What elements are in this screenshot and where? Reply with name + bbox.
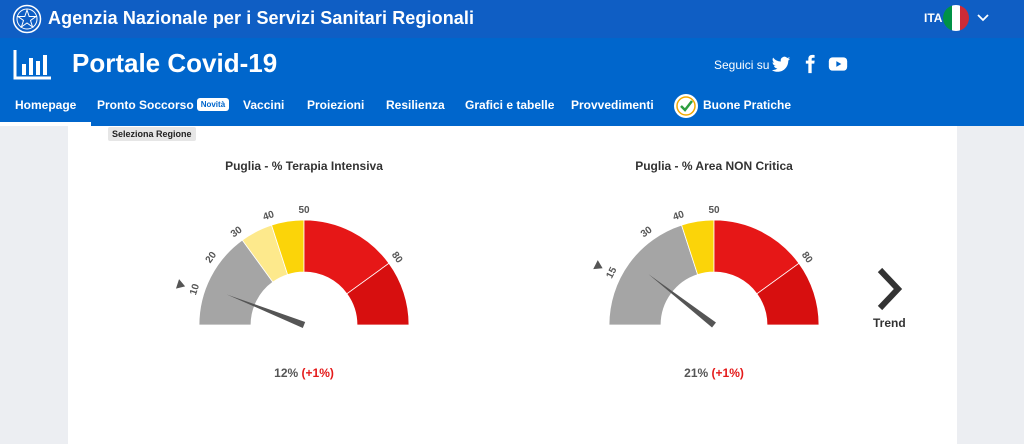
- bar-chart-logo-icon[interactable]: [13, 48, 53, 80]
- gauge-value: 21%: [684, 366, 709, 380]
- gauge-tick-label: 80: [799, 250, 815, 266]
- check-badge-icon[interactable]: [673, 93, 699, 119]
- top-bar: Agenzia Nazionale per i Servizi Sanitari…: [0, 0, 1024, 38]
- portal-title[interactable]: Portale Covid-19: [72, 48, 278, 78]
- trend-button[interactable]: Trend: [870, 266, 908, 336]
- follow-label: Seguici su: [714, 58, 770, 72]
- nav-item-pronto-soccorso[interactable]: Pronto Soccorso Novità: [97, 90, 230, 126]
- portal-header: Portale Covid-19 Seguici su: [0, 38, 1024, 90]
- nav-item-vaccini[interactable]: Vaccini: [243, 98, 285, 112]
- gauge-delta: (+1%): [711, 366, 744, 380]
- gauge-title: Puglia - % Area NON Critica: [635, 159, 793, 173]
- gauge-tick-label: 40: [262, 209, 276, 223]
- italy-flag-icon[interactable]: [943, 5, 969, 31]
- twitter-icon[interactable]: [771, 54, 791, 74]
- nav-item-proiezioni[interactable]: Proiezioni: [307, 98, 365, 112]
- gauge-tick-label: 20: [204, 250, 220, 266]
- gauge-tick-label: 50: [708, 205, 720, 216]
- facebook-icon[interactable]: [800, 54, 820, 74]
- gauge-title: Puglia - % Terapia Intensiva: [225, 159, 383, 173]
- region-select-button[interactable]: Seleziona Regione: [108, 127, 196, 141]
- gauge-tick-label: 30: [639, 224, 655, 240]
- threshold-marker: [593, 260, 603, 270]
- chevron-down-icon[interactable]: [975, 10, 991, 26]
- gauge-band: [346, 262, 410, 326]
- gauge-readout: 12% (+1%): [224, 366, 384, 380]
- italian-emblem-icon: [12, 4, 42, 34]
- gauge-tick-label: 10: [188, 282, 202, 296]
- nav-item-grafici-e-tabelle[interactable]: Grafici e tabelle: [465, 98, 555, 112]
- gauge-needle: [226, 294, 306, 328]
- chevron-right-icon: [877, 267, 903, 311]
- gauge-band: [756, 262, 820, 326]
- gauge-tick-label: 30: [229, 224, 245, 240]
- threshold-marker: [175, 279, 186, 289]
- gauge-band: [608, 224, 699, 326]
- gauge-tick-label: 40: [672, 209, 686, 223]
- nav-item-resilienza[interactable]: Resilienza: [386, 98, 445, 112]
- area-non-critica-gauge: 15 30 40 50 80: [593, 205, 820, 328]
- gauge-delta: (+1%): [301, 366, 334, 380]
- nav-item-homepage[interactable]: Homepage: [0, 90, 92, 126]
- gauge-tick-label: 80: [389, 250, 405, 266]
- main-nav: Homepage Pronto Soccorso Novità Vaccini P…: [0, 90, 1024, 126]
- trend-label: Trend: [873, 316, 906, 330]
- gauge-tick-label: 50: [298, 205, 310, 216]
- nav-item-label: Pronto Soccorso: [97, 98, 194, 112]
- youtube-icon[interactable]: [827, 54, 849, 74]
- terapia-intensiva-gauge: 10 20 30 40 50 80: [175, 205, 410, 328]
- gauge-needle: [648, 274, 716, 328]
- gauge-readout: 21% (+1%): [634, 366, 794, 380]
- gauge-tick-label: 15: [605, 265, 620, 280]
- agency-title[interactable]: Agenzia Nazionale per i Servizi Sanitari…: [48, 8, 475, 28]
- new-badge: Novità: [196, 98, 230, 111]
- nav-item-provvedimenti[interactable]: Provvedimenti: [571, 98, 654, 112]
- nav-item-buone-pratiche[interactable]: Buone Pratiche: [703, 98, 792, 112]
- gauge-value: 12%: [274, 366, 299, 380]
- language-label[interactable]: ITA: [924, 11, 943, 25]
